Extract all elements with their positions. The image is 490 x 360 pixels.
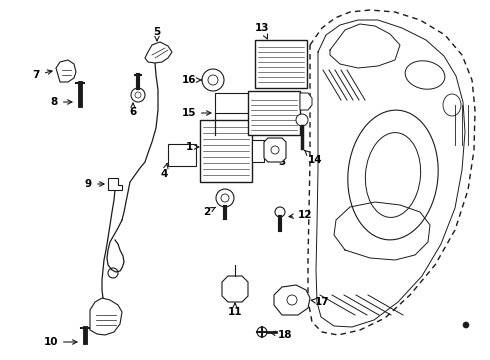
Text: 3: 3 (271, 157, 285, 167)
Text: 1: 1 (186, 142, 199, 152)
Circle shape (202, 69, 224, 91)
Text: 15: 15 (181, 108, 211, 118)
Text: 6: 6 (129, 103, 137, 117)
Circle shape (296, 114, 308, 126)
FancyBboxPatch shape (255, 40, 307, 88)
FancyBboxPatch shape (200, 120, 252, 182)
Polygon shape (264, 138, 286, 162)
Polygon shape (222, 276, 248, 302)
Text: 5: 5 (153, 27, 161, 41)
Text: 2: 2 (203, 207, 216, 217)
Polygon shape (145, 42, 172, 63)
Text: 4: 4 (161, 163, 168, 179)
FancyBboxPatch shape (248, 91, 300, 135)
Polygon shape (108, 178, 122, 190)
FancyBboxPatch shape (252, 140, 264, 162)
Text: 8: 8 (51, 97, 72, 107)
Circle shape (463, 322, 469, 328)
Polygon shape (56, 60, 76, 82)
Text: 10: 10 (44, 337, 77, 347)
Circle shape (257, 327, 267, 337)
Text: 12: 12 (289, 210, 313, 220)
Text: 11: 11 (228, 303, 242, 317)
Text: 18: 18 (271, 330, 293, 340)
Polygon shape (90, 298, 122, 335)
Polygon shape (300, 93, 312, 110)
Text: 13: 13 (255, 23, 269, 39)
Polygon shape (274, 285, 310, 315)
Circle shape (216, 189, 234, 207)
Text: 14: 14 (304, 150, 322, 165)
Circle shape (131, 88, 145, 102)
Text: 9: 9 (85, 179, 104, 189)
Text: 7: 7 (33, 70, 52, 80)
Text: 16: 16 (181, 75, 201, 85)
Text: 17: 17 (311, 297, 330, 307)
Circle shape (275, 207, 285, 217)
